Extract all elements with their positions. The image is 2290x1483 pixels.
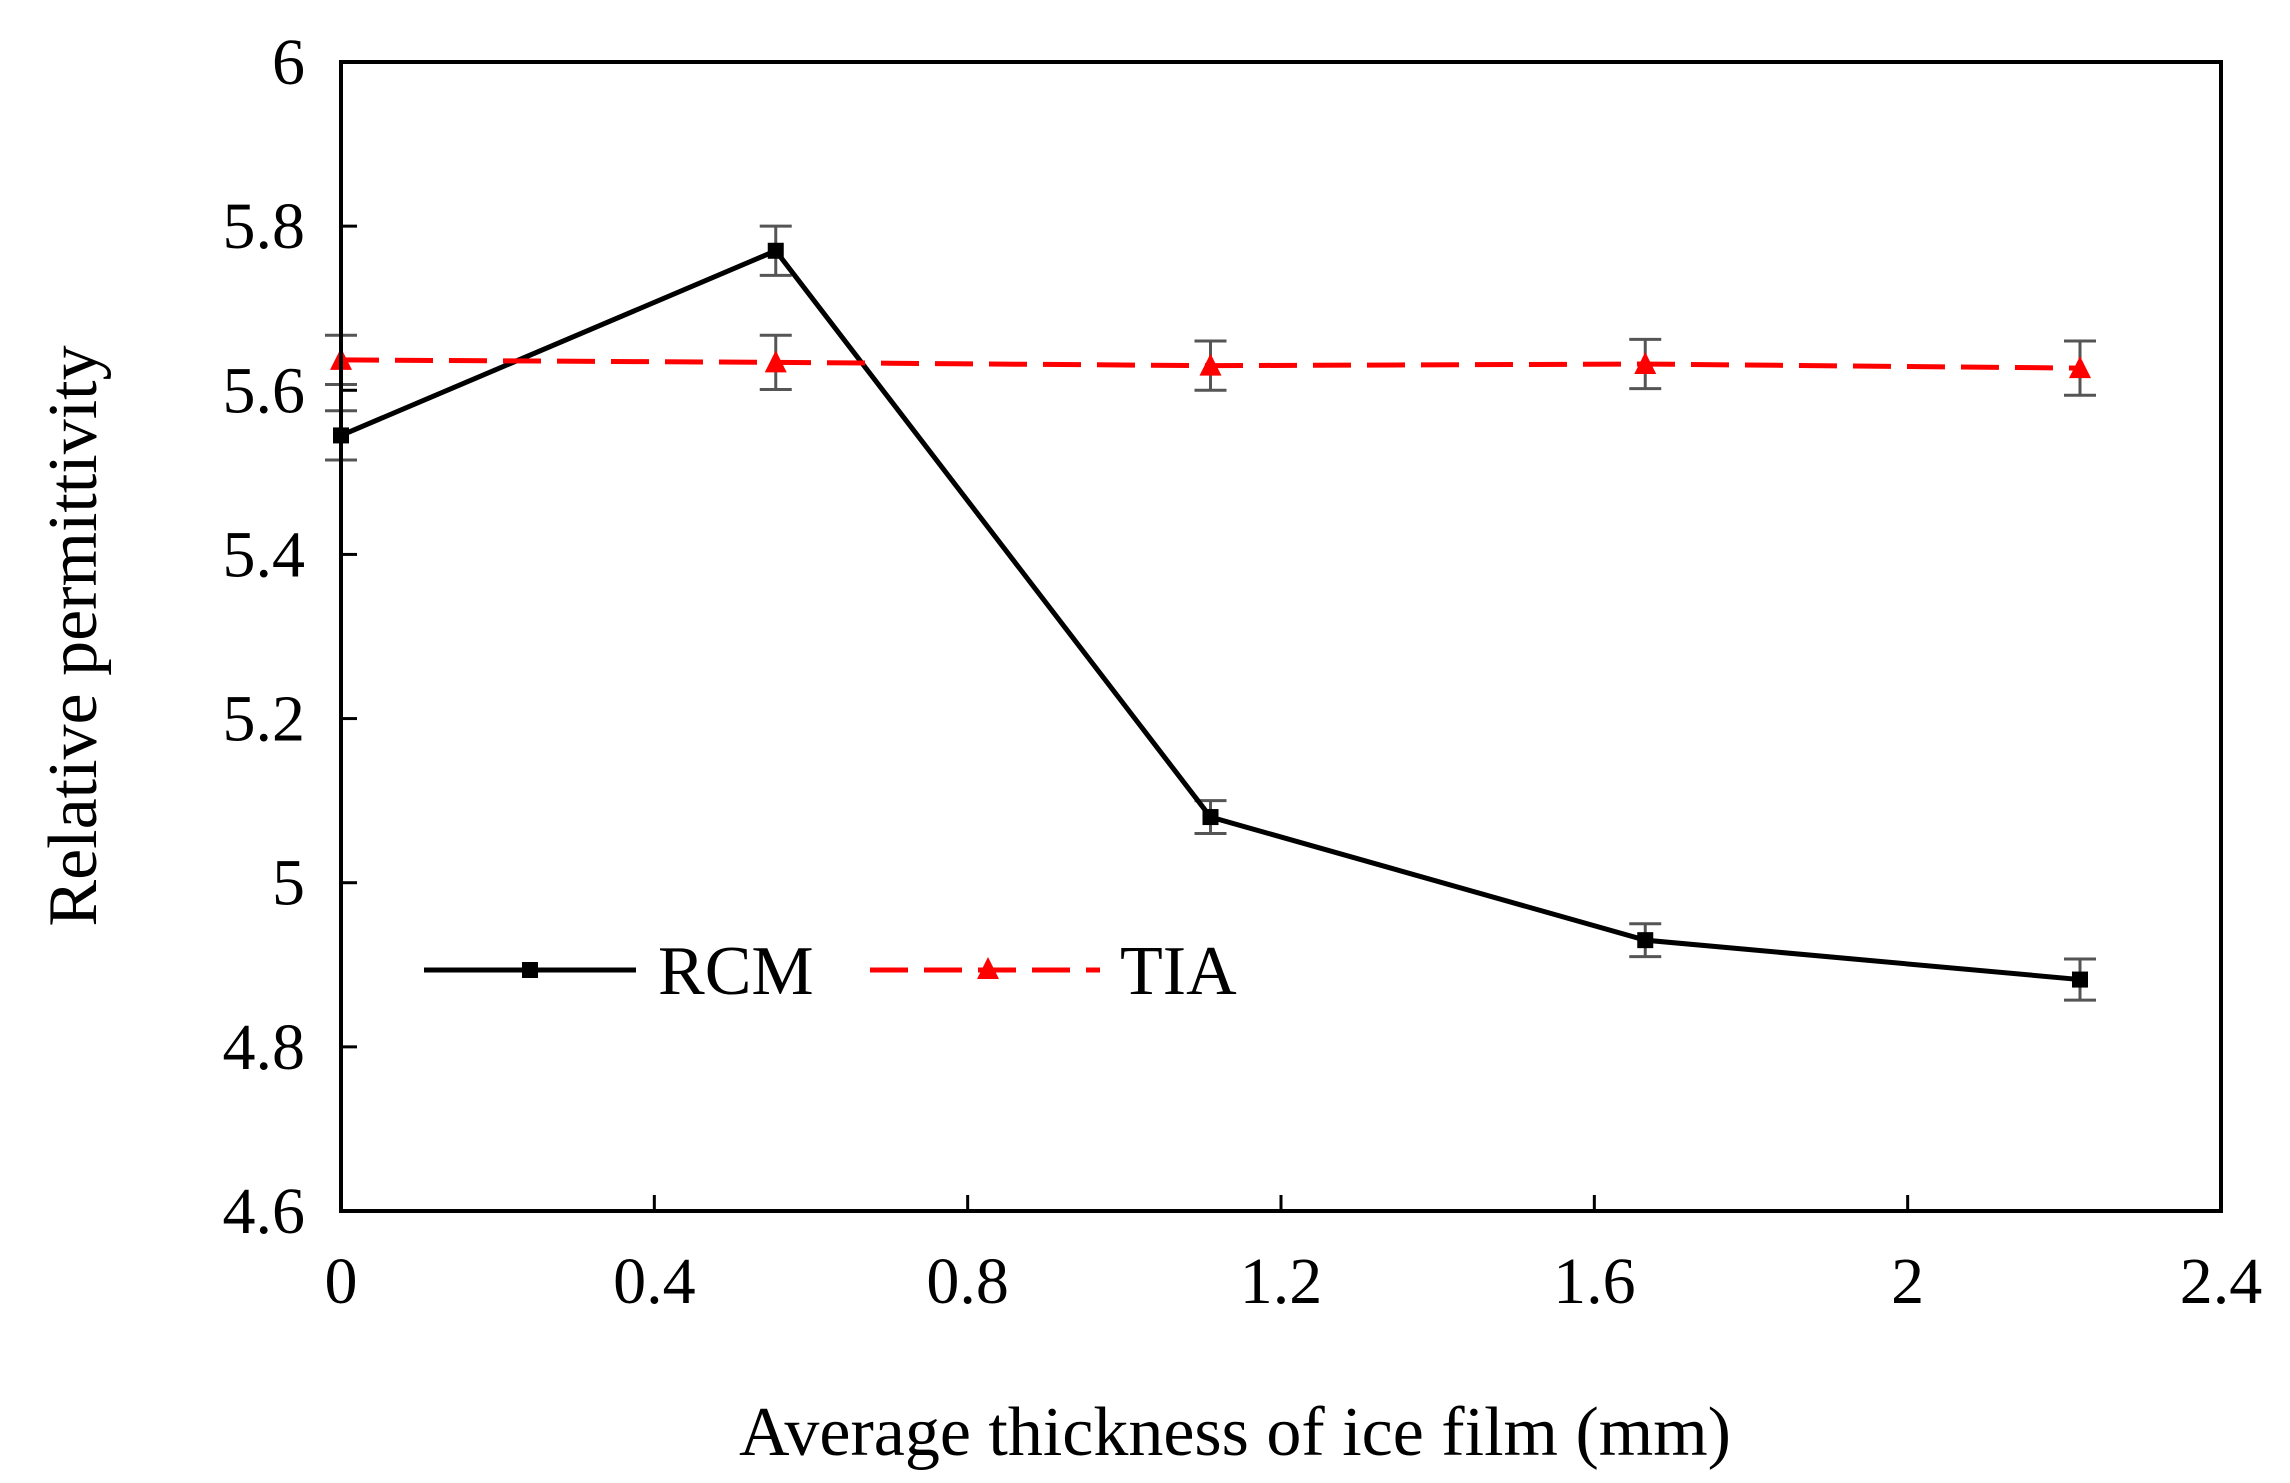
x-tick-label: 1.2 <box>1240 1245 1323 1318</box>
x-tick-labels: 0 0.4 0.8 1.2 1.6 2 2.4 <box>325 1245 2263 1318</box>
legend-rcm-marker <box>522 962 538 978</box>
series-markers <box>330 242 2091 988</box>
y-axis-title: Relative permittivity <box>35 345 112 926</box>
y-tick-label: 5 <box>272 847 305 920</box>
y-tick-label: 5.8 <box>223 190 306 263</box>
tia-data-point <box>2069 356 2091 379</box>
x-tick-label: 0.8 <box>926 1245 1009 1318</box>
rcm-data-point <box>767 242 784 259</box>
legend-rcm-label: RCM <box>658 933 814 1010</box>
y-tick-label: 6 <box>272 26 305 99</box>
tia-data-point <box>1634 352 1657 375</box>
rcm-data-point <box>2072 971 2088 988</box>
legend-item-tia: TIA <box>870 933 1237 1010</box>
y-tick-label: 5.6 <box>223 354 306 427</box>
y-tick-label: 4.8 <box>223 1011 306 1084</box>
legend: RCM TIA <box>424 933 1237 1010</box>
x-tick-label: 0 <box>325 1245 358 1318</box>
tia-data-point <box>764 350 787 373</box>
legend-item-rcm: RCM <box>424 933 814 1010</box>
x-tick-label: 1.6 <box>1553 1245 1636 1318</box>
axis-ticks <box>339 60 2223 1213</box>
x-axis-title: Average thickness of ice film (mm) <box>739 1394 1731 1471</box>
legend-tia-label: TIA <box>1120 933 1237 1010</box>
x-tick-label: 0.4 <box>613 1245 696 1318</box>
y-tick-labels: 4.6 4.8 5 5.2 5.4 5.6 5.8 6 <box>223 26 306 1248</box>
x-tick-label: 2.4 <box>2180 1245 2263 1318</box>
y-tick-label: 5.4 <box>223 518 306 591</box>
legend-tia-marker <box>977 957 999 979</box>
rcm-data-point <box>1637 932 1654 949</box>
rcm-data-point <box>1202 809 1219 826</box>
y-tick-label: 4.6 <box>223 1175 306 1248</box>
x-tick-label: 2 <box>1891 1245 1924 1318</box>
tia-data-point <box>1199 353 1222 376</box>
y-tick-label: 5.2 <box>223 683 306 756</box>
